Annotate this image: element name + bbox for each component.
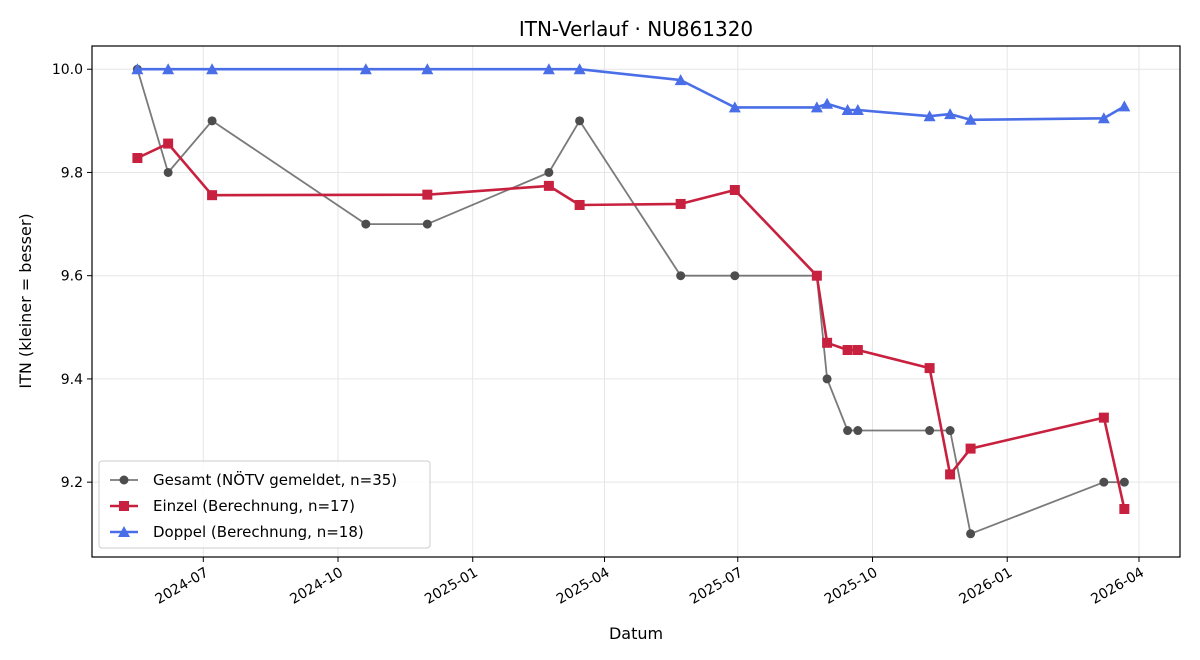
y-tick-label: 9.4 bbox=[61, 372, 83, 388]
data-point bbox=[964, 113, 977, 125]
y-axis-label: ITN (kleiner = besser) bbox=[16, 213, 35, 388]
series-triangle bbox=[131, 63, 1131, 125]
data-point bbox=[822, 374, 832, 384]
data-point bbox=[573, 63, 586, 75]
data-point bbox=[422, 219, 432, 229]
data-point bbox=[730, 271, 740, 281]
data-point bbox=[728, 101, 741, 113]
data-point bbox=[945, 426, 955, 436]
series-circle bbox=[132, 64, 1129, 539]
data-point bbox=[729, 185, 740, 196]
data-point bbox=[1119, 503, 1130, 514]
plot-frame bbox=[91, 45, 1181, 558]
legend-label: Gesamt (NÖTV gemeldet, n=35) bbox=[153, 470, 397, 489]
y-tick-label: 9.2 bbox=[61, 475, 83, 491]
legend-label: Doppel (Berechnung, n=18) bbox=[153, 523, 364, 541]
data-point bbox=[1118, 100, 1131, 112]
data-point bbox=[843, 426, 853, 436]
data-point bbox=[421, 63, 434, 75]
legend-marker bbox=[119, 501, 129, 511]
data-point bbox=[853, 426, 863, 436]
series-square bbox=[132, 138, 1130, 514]
data-point bbox=[822, 337, 833, 348]
data-point bbox=[841, 104, 854, 116]
data-point bbox=[676, 271, 686, 281]
data-point bbox=[1098, 412, 1109, 423]
data-point bbox=[944, 108, 957, 120]
y-tick-label: 9.8 bbox=[61, 165, 83, 181]
data-point bbox=[675, 198, 686, 209]
data-point bbox=[543, 180, 554, 191]
data-point bbox=[965, 443, 976, 454]
chart-title: ITN-Verlauf · NU861320 bbox=[519, 17, 753, 41]
data-point bbox=[852, 345, 863, 356]
x-axis-label: Datum bbox=[609, 624, 663, 643]
data-point bbox=[575, 116, 585, 126]
series-line bbox=[136, 68, 1125, 535]
x-tick-label: 2025-07 bbox=[687, 565, 746, 608]
legend-marker bbox=[118, 526, 130, 537]
series-layer bbox=[131, 63, 1131, 539]
legend-box bbox=[98, 460, 431, 549]
data-point bbox=[359, 63, 372, 75]
y-axis: 9.2 9.4 9.6 9.8 10.0 bbox=[52, 62, 92, 491]
data-point bbox=[361, 219, 371, 229]
data-point bbox=[821, 97, 834, 109]
x-axis: 2024-07 2024-10 2025-01 2025-04 2025-07 2025-… bbox=[153, 557, 1147, 608]
x-tick-label: 2026-01 bbox=[957, 565, 1016, 608]
data-point bbox=[542, 63, 555, 75]
x-tick-label: 2025-10 bbox=[822, 565, 881, 608]
y-tick-label: 9.6 bbox=[61, 269, 83, 285]
data-point bbox=[945, 469, 956, 480]
data-point bbox=[923, 110, 936, 122]
x-tick-label: 2024-07 bbox=[153, 565, 212, 608]
y-tick-label: 10.0 bbox=[52, 62, 83, 78]
legend: Gesamt (NÖTV gemeldet, n=35) Einzel (Bere… bbox=[98, 460, 431, 549]
data-point bbox=[924, 363, 935, 374]
data-point bbox=[422, 189, 433, 200]
data-point bbox=[925, 426, 935, 436]
data-point bbox=[851, 104, 864, 116]
x-tick-label: 2025-01 bbox=[422, 565, 481, 608]
x-tick-label: 2025-04 bbox=[554, 565, 613, 608]
x-tick-label: 2026-04 bbox=[1088, 565, 1147, 608]
series-line bbox=[137, 67, 1126, 122]
data-point bbox=[810, 101, 823, 113]
legend-label: Einzel (Berechnung, n=17) bbox=[153, 497, 355, 515]
data-point bbox=[1099, 477, 1109, 487]
data-point bbox=[811, 270, 822, 281]
legend-marker bbox=[119, 475, 129, 485]
data-point bbox=[1097, 112, 1110, 124]
data-point bbox=[162, 63, 175, 75]
grid-lines bbox=[92, 46, 1180, 557]
data-point bbox=[163, 167, 173, 177]
data-point bbox=[132, 153, 143, 164]
data-point bbox=[544, 167, 554, 177]
data-point bbox=[207, 116, 217, 126]
data-point bbox=[574, 199, 585, 210]
data-point bbox=[966, 529, 976, 539]
data-point bbox=[131, 63, 144, 75]
data-point bbox=[206, 63, 219, 75]
data-point bbox=[163, 138, 174, 149]
data-point bbox=[1119, 477, 1129, 487]
x-tick-label: 2024-10 bbox=[287, 565, 346, 608]
data-point bbox=[674, 74, 687, 86]
data-point bbox=[207, 190, 218, 201]
data-point bbox=[842, 345, 853, 356]
